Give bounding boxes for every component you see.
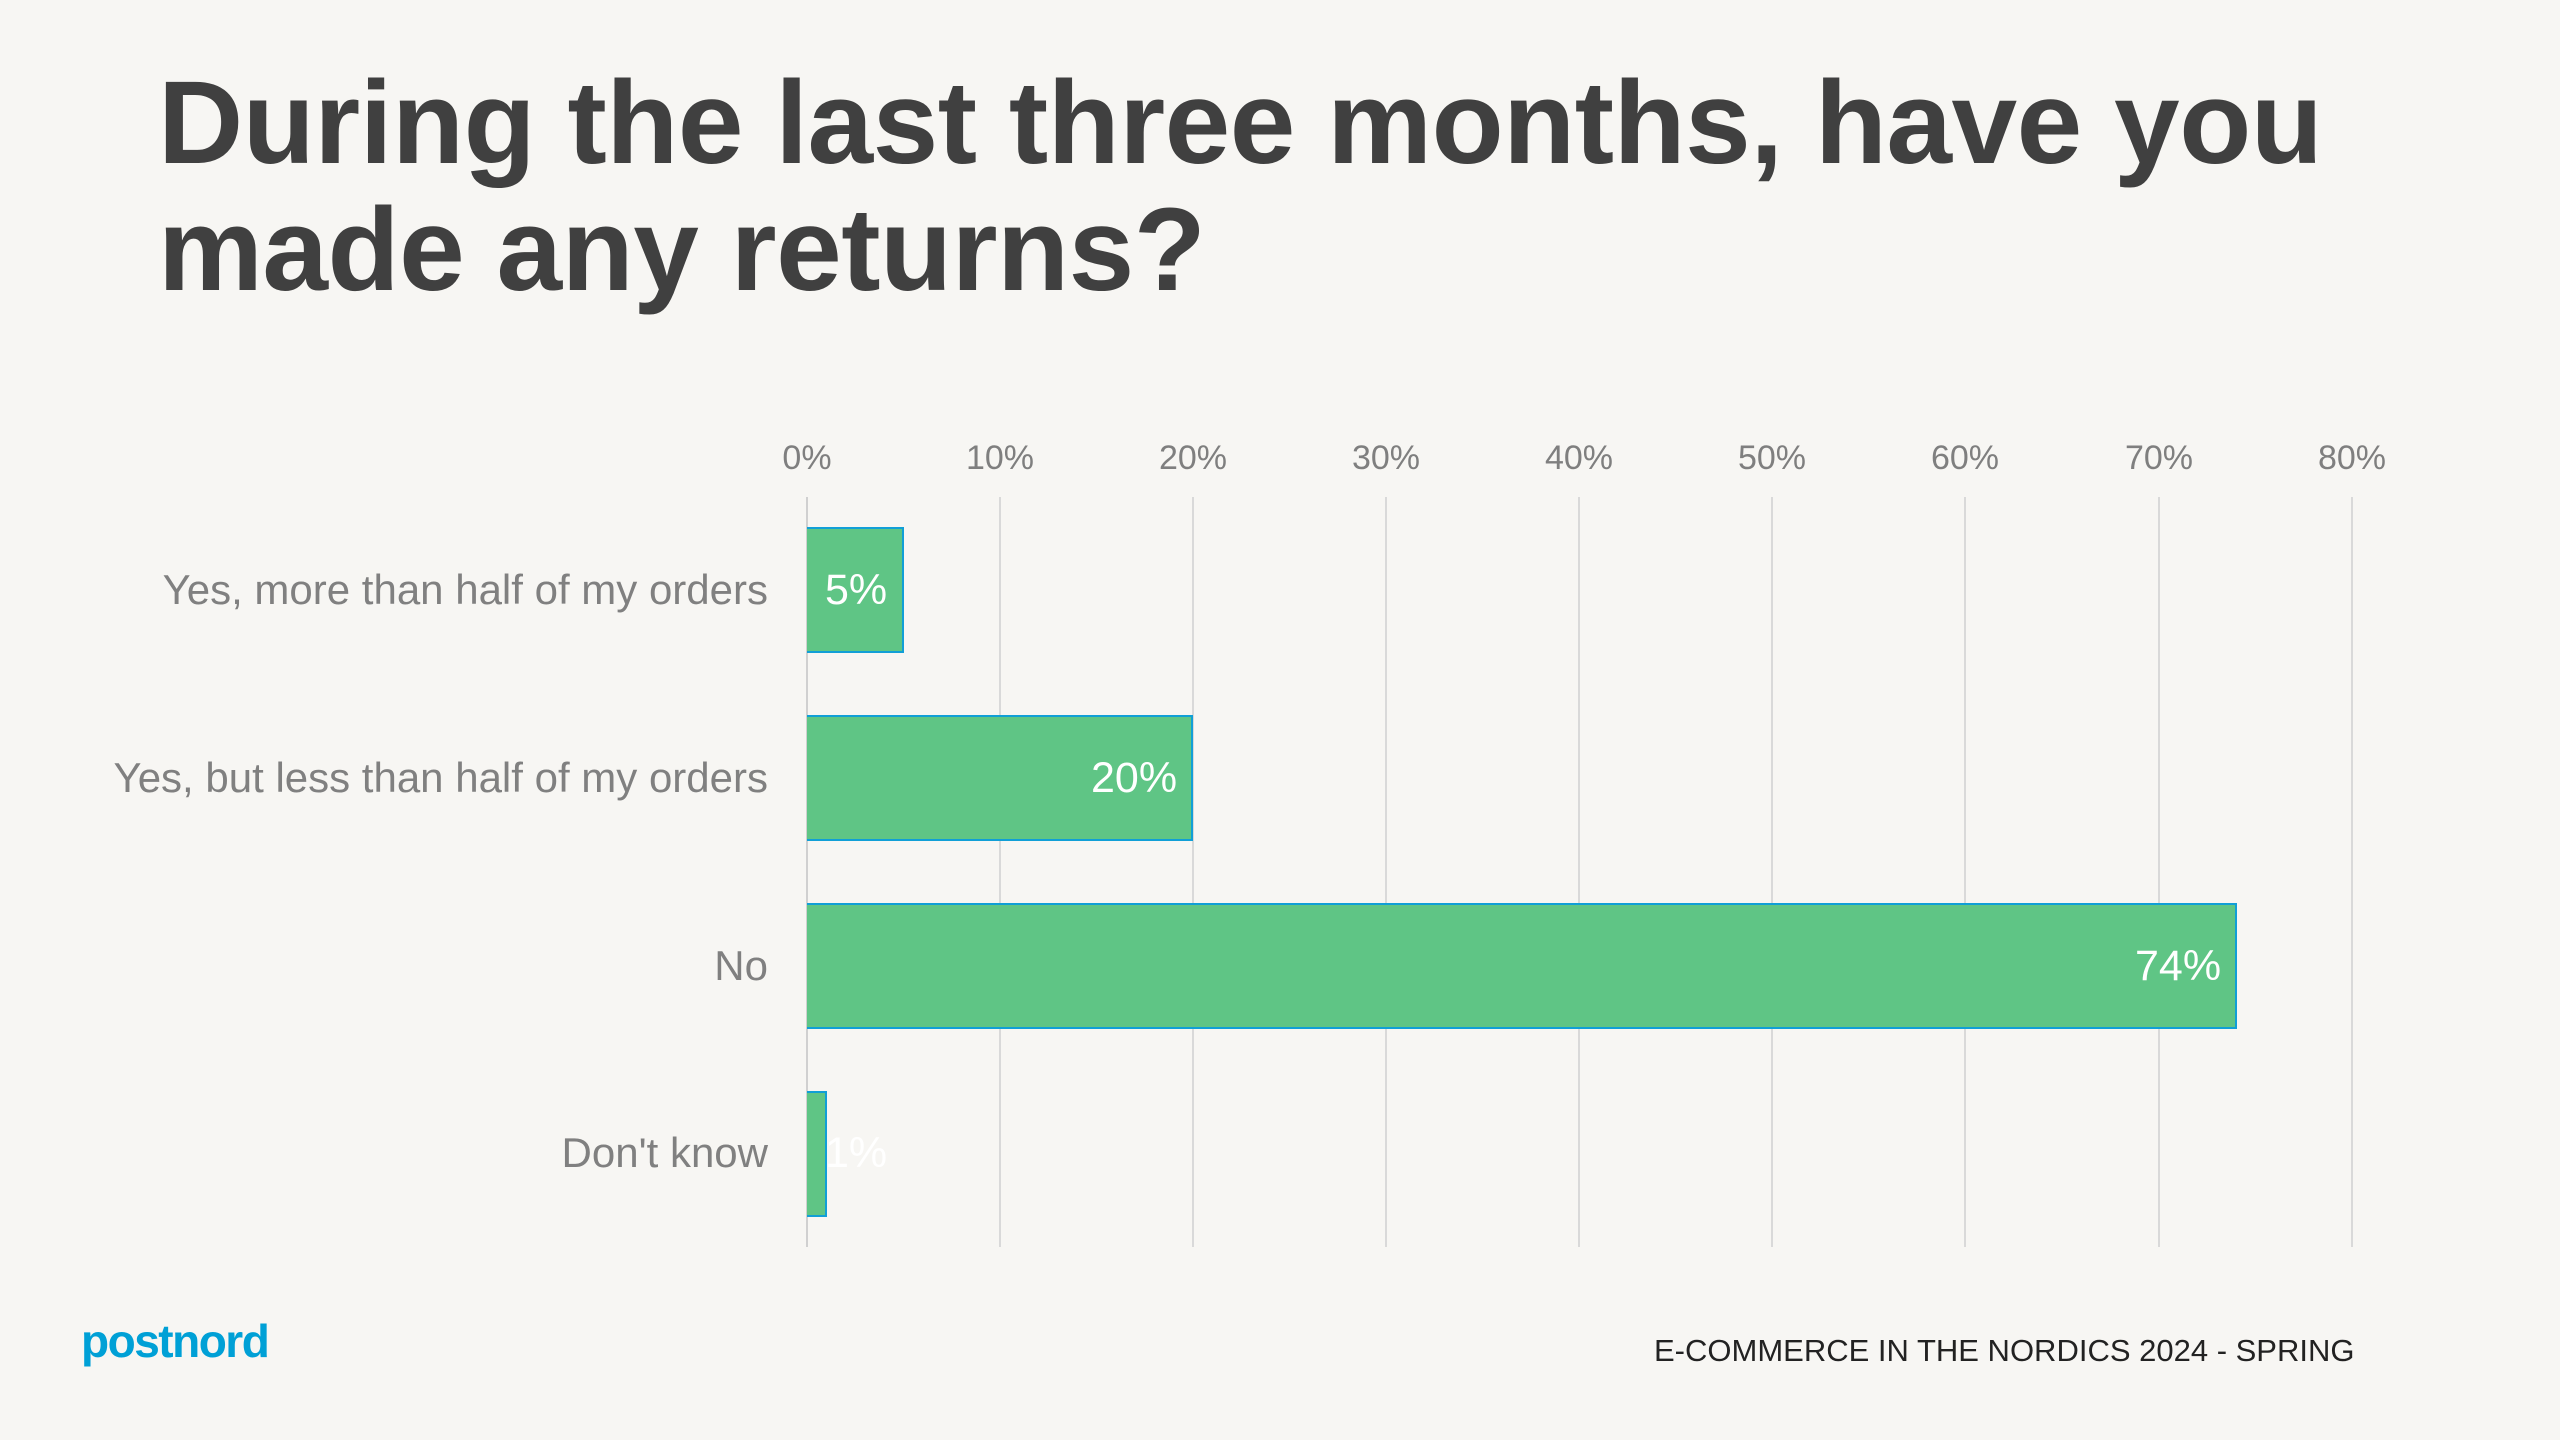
x-tick-label: 20% — [1158, 439, 1228, 477]
category-label: No — [714, 942, 768, 989]
x-tick-label: 30% — [1351, 439, 1421, 477]
x-tick-label: 0% — [782, 439, 832, 477]
axis-line — [806, 497, 808, 1247]
title-line-1: During the last three months, have you — [158, 57, 2323, 189]
bar-less-than-half — [807, 715, 1193, 841]
gridline-10 — [999, 497, 1001, 1247]
gridline-30 — [1385, 497, 1387, 1247]
x-tick-label: 10% — [965, 439, 1035, 477]
bar-more-than-half — [807, 527, 904, 653]
value-label: 1% — [825, 1129, 888, 1177]
postnord-logo: postnord — [81, 1315, 270, 1367]
x-tick-label: 80% — [2317, 439, 2387, 477]
gridline-70 — [2158, 497, 2160, 1247]
value-label: 74% — [2135, 942, 2222, 990]
x-tick-label: 40% — [1544, 439, 1614, 477]
x-tick-label: 70% — [2124, 439, 2194, 477]
bar-dont-know — [807, 1091, 827, 1217]
gridline-80 — [2351, 497, 2353, 1247]
page-title: During the last three months, have you m… — [158, 60, 2458, 314]
value-label: 5% — [825, 566, 888, 614]
report-label: E-COMMERCE IN THE NORDICS 2024 - SPRING — [1654, 1333, 2355, 1368]
gridline-50 — [1771, 497, 1773, 1247]
category-label: Yes, more than half of my orders — [162, 566, 768, 613]
value-label: 20% — [1091, 754, 1178, 802]
category-label: Yes, but less than half of my orders — [113, 754, 768, 801]
title-line-2: made any returns? — [158, 184, 1206, 316]
gridline-20 — [1192, 497, 1194, 1247]
gridline-40 — [1578, 497, 1580, 1247]
x-tick-label: 50% — [1737, 439, 1807, 477]
category-label: Don't know — [561, 1129, 768, 1176]
gridline-60 — [1964, 497, 1966, 1247]
bar-no — [807, 903, 2237, 1029]
x-tick-label: 60% — [1930, 439, 2000, 477]
